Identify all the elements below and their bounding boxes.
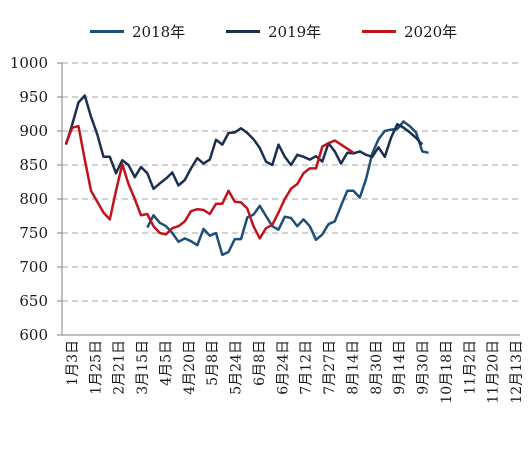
axes bbox=[57, 62, 520, 336]
legend-item-2018: 2018年 bbox=[90, 18, 185, 44]
legend-swatch-2020 bbox=[362, 29, 396, 33]
series-line-2018 bbox=[146, 120, 429, 257]
x-tick-label: 3月15日 bbox=[135, 340, 151, 395]
y-tick-label: 700 bbox=[19, 258, 48, 276]
y-tick-label: 650 bbox=[19, 292, 48, 310]
x-tick-label: 6月8日 bbox=[252, 340, 268, 386]
x-tick-label: 7月27日 bbox=[322, 340, 338, 395]
series-lines bbox=[64, 94, 429, 257]
y-tick-label: 900 bbox=[19, 122, 48, 140]
x-tick-label: 11月2日 bbox=[462, 340, 478, 395]
y-tick-label: 600 bbox=[19, 326, 48, 344]
series-line-2019 bbox=[64, 94, 424, 191]
x-tick-label: 5月8日 bbox=[205, 340, 221, 386]
legend-swatch-2018 bbox=[90, 29, 124, 33]
legend-item-2020: 2020年 bbox=[362, 18, 457, 44]
x-tick-label: 8月14日 bbox=[345, 340, 361, 395]
x-tick-label: 1月3日 bbox=[65, 340, 81, 386]
y-tick-label: 850 bbox=[19, 156, 48, 174]
x-tick-label: 4月20日 bbox=[182, 340, 198, 395]
legend-swatch-2019 bbox=[226, 29, 260, 33]
legend: 2018年 2019年 2020年 bbox=[0, 18, 532, 44]
x-tick-label: 12月13日 bbox=[509, 340, 525, 404]
x-tick-label: 1月25日 bbox=[88, 340, 104, 395]
x-tick-label: 9月30日 bbox=[416, 340, 432, 395]
legend-label-2018: 2018年 bbox=[132, 22, 186, 41]
x-tick-labels: 1月3日 1月25日 2月21日 3月15日 4月5日 4月20日 5月8日 5月24日 6月8… bbox=[65, 340, 525, 404]
x-tick-label: 2月21日 bbox=[112, 340, 128, 395]
x-tick-label: 10月18日 bbox=[439, 340, 455, 404]
x-tick-label: 7月12日 bbox=[299, 340, 315, 395]
y-tick-labels: 1000 950 900 850 800 750 700 650 600 bbox=[10, 54, 48, 344]
x-tick-label: 6月24日 bbox=[275, 340, 291, 395]
x-tick-label: 8月30日 bbox=[369, 340, 385, 395]
legend-label-2019: 2019年 bbox=[268, 22, 322, 41]
x-tick-label: 4月5日 bbox=[158, 340, 174, 386]
x-tick-label: 11月20日 bbox=[486, 340, 502, 404]
x-tick-label: 9月14日 bbox=[392, 340, 408, 395]
y-tick-label: 1000 bbox=[10, 54, 48, 72]
legend-item-2019: 2019年 bbox=[226, 18, 321, 44]
gridlines bbox=[62, 62, 520, 302]
x-tick-label: 5月24日 bbox=[229, 340, 245, 395]
y-tick-label: 750 bbox=[19, 224, 48, 242]
series-line-2020 bbox=[64, 124, 355, 240]
y-tick-label: 950 bbox=[19, 88, 48, 106]
legend-label-2020: 2020年 bbox=[404, 22, 458, 41]
y-tick-label: 800 bbox=[19, 190, 48, 208]
